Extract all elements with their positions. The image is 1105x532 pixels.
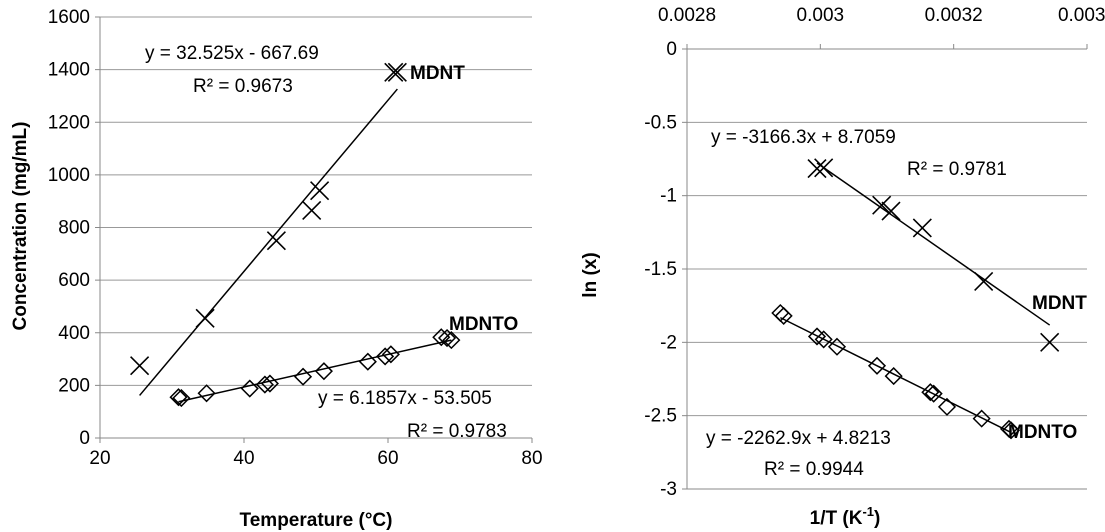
right-mdnt-series-label: MDNT	[1032, 293, 1087, 314]
point-mdnto	[172, 388, 191, 408]
point-mdnto	[1001, 421, 1021, 440]
point-mdnto	[867, 356, 887, 375]
right-axes	[682, 44, 1088, 490]
right-x-tick-labels: 0.0028 0.003 0.0032 0.0034	[658, 5, 1105, 26]
point-mdnto	[972, 409, 991, 428]
point-mdnto	[924, 384, 943, 403]
x-tick-label: 0.0032	[925, 5, 983, 26]
point-mdnto	[381, 345, 400, 364]
trendline-mdnto	[178, 339, 452, 403]
y-tick-label: 1400	[48, 60, 90, 81]
point-mdnto	[807, 327, 827, 346]
point-mdnto	[814, 330, 833, 349]
right-data-points	[771, 158, 1060, 440]
point-mdnto	[358, 352, 377, 371]
y-tick-label: -1	[660, 186, 677, 207]
right-trendlines	[779, 162, 1051, 434]
left-mdnto-equation: y = 6.1857x - 53.505	[318, 388, 492, 409]
right-mdnto-r2: R² = 0.9944	[764, 459, 864, 480]
y-tick-label: 0	[666, 39, 677, 60]
point-mdnto	[827, 337, 847, 356]
point-mdnt	[266, 231, 286, 251]
right-mdnto-series-label: MDNTO	[1008, 422, 1077, 443]
chart-concentration-vs-temperature: 0 200 400 600 800 1000 1200 1400 1600 20 40 60 80 T…	[10, 7, 543, 531]
y-tick-label: -1.5	[644, 259, 677, 280]
point-mdnto	[437, 328, 457, 348]
point-mdnt	[302, 200, 322, 220]
point-mdnto	[921, 383, 940, 402]
point-mdnt	[387, 62, 407, 82]
point-mdnt	[310, 181, 330, 201]
point-mdnt	[384, 62, 404, 82]
point-mdnt	[881, 201, 901, 221]
right-x-axis-title: 1/T (K-1)	[810, 504, 881, 529]
point-mdnto	[197, 384, 216, 403]
left-axes	[95, 16, 533, 443]
point-mdnt	[807, 158, 827, 179]
point-mdnt	[814, 158, 834, 178]
x-tick-label: 0.0028	[658, 5, 716, 26]
x-tick-label: 0.0034	[1058, 5, 1105, 26]
point-mdnto	[771, 303, 790, 323]
point-mdnt	[1040, 332, 1060, 352]
left-gridlines	[100, 16, 532, 439]
y-tick-label: 600	[58, 270, 90, 291]
left-mdnt-equation: y = 32.525x - 667.69	[145, 43, 319, 64]
y-tick-label: 200	[58, 375, 90, 396]
right-y-tick-labels: 0 -0.5 -1 -1.5 -2 -2.5 -3	[644, 39, 677, 500]
right-mdnt-equation: y = -3166.3x + 8.7059	[711, 127, 896, 148]
right-mdnt-r2: R² = 0.9781	[907, 159, 1007, 180]
y-tick-label: 1600	[48, 7, 90, 28]
left-mdnto-r2: R² = 0.9783	[407, 421, 507, 442]
point-mdnto	[884, 367, 903, 386]
point-mdnto	[255, 375, 274, 394]
y-tick-label: 1000	[48, 165, 90, 186]
point-mdnto	[432, 328, 451, 347]
point-mdnt	[872, 195, 892, 215]
point-mdnt	[195, 308, 215, 328]
y-tick-label: -3	[660, 479, 677, 500]
point-mdnt	[974, 271, 994, 292]
left-mdnt-r2: R² = 0.9673	[193, 76, 293, 97]
left-x-tick-labels: 20 40 60 80	[89, 448, 542, 469]
point-mdnto	[293, 367, 313, 386]
left-trendlines	[139, 88, 452, 403]
left-x-axis-title: Temperature (°C)	[240, 510, 393, 531]
right-mdnto-equation: y = -2262.9x + 4.8213	[706, 428, 891, 449]
point-mdnto	[240, 379, 259, 398]
point-mdnto	[774, 306, 793, 325]
point-mdnt	[912, 218, 932, 238]
x-tick-label: 20	[89, 448, 110, 469]
y-tick-label: 1200	[48, 112, 90, 133]
left-y-axis-title: Concentration (mg/mL)	[10, 122, 31, 331]
point-mdnto	[260, 374, 279, 393]
x-tick-label: 80	[521, 448, 542, 469]
point-mdnto	[937, 397, 957, 416]
right-y-axis-title: ln (x)	[580, 252, 601, 297]
x-tick-label: 60	[377, 448, 398, 469]
left-mdnt-series-label: MDNT	[410, 63, 465, 84]
y-tick-label: 0	[79, 428, 90, 449]
trendline-mdnt	[816, 162, 1051, 326]
x-tick-label: 40	[233, 448, 254, 469]
point-mdnto	[169, 388, 188, 407]
left-mdnto-series-label: MDNTO	[449, 314, 518, 335]
x-tick-label: 0.003	[797, 5, 845, 26]
chart-ln-x-vs-inverse-temperature: 0-0.5-1-1.5-2-2.5-3 0.0028 0.003 0.0032 0.0…	[580, 5, 1105, 529]
y-tick-label: -0.5	[644, 112, 677, 133]
point-mdnto	[442, 331, 461, 350]
trendline-mdnt	[139, 88, 398, 396]
y-tick-label: -2	[660, 332, 677, 353]
y-tick-label: 400	[58, 323, 90, 344]
point-mdnt	[130, 356, 150, 376]
point-mdnto	[314, 362, 333, 381]
point-mdnto	[376, 347, 395, 366]
left-y-tick-labels: 0 200 400 600 800 1000 1200 1400 1600	[48, 7, 90, 449]
y-tick-label: -2.5	[644, 406, 677, 427]
left-data-points	[130, 62, 461, 408]
y-tick-label: 800	[58, 218, 90, 239]
